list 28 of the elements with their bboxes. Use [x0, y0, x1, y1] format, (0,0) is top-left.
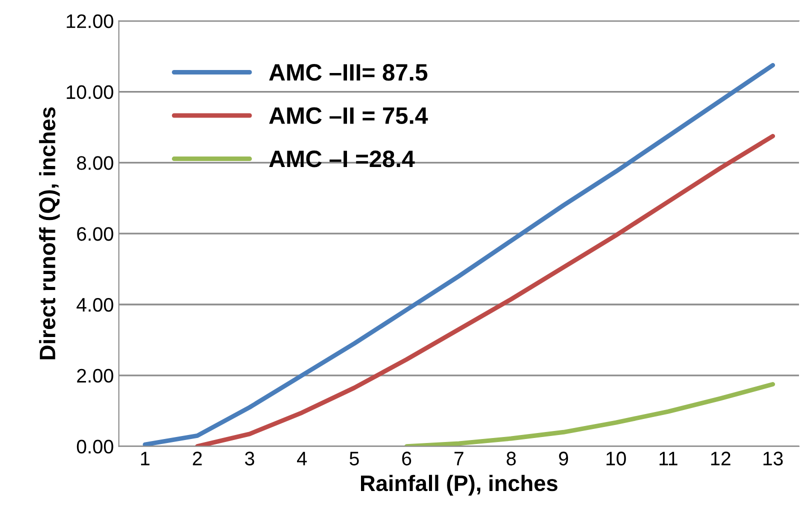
y-tick-label: 0.00	[76, 440, 114, 454]
x-tick-label: 13	[763, 452, 783, 466]
line-series	[195, 134, 776, 446]
x-tick-label: 4	[297, 452, 307, 466]
legend-label: AMC –I =28.4	[269, 150, 415, 168]
y-tick-label: 12.00	[66, 14, 114, 28]
line-series	[404, 382, 776, 446]
line-series	[142, 62, 776, 446]
x-tick-label: 2	[192, 452, 202, 466]
y-tick-label: 10.00	[66, 85, 114, 100]
x-tick-label: 5	[350, 452, 359, 466]
y-axis-title: Direct runoff (Q), inches	[39, 107, 60, 360]
x-tick-label: 6	[402, 452, 412, 466]
x-tick-label: 9	[559, 452, 568, 466]
legend-label: AMC –II = 75.4	[269, 107, 428, 124]
y-tick-label: 4.00	[76, 298, 114, 312]
y-tick-label: 8.00	[76, 156, 114, 170]
x-tick-label: 1	[141, 452, 150, 466]
x-tick-label: 8	[506, 452, 516, 466]
x-tick-label: 10	[606, 452, 626, 466]
legend-label: AMC –III= 87.5	[269, 64, 428, 81]
y-tick-label: 2.00	[77, 368, 114, 383]
x-tick-label: 12	[711, 452, 730, 466]
x-tick-label: 7	[454, 452, 464, 466]
x-tick-label: 3	[244, 452, 254, 466]
y-tick-label: 6.00	[77, 227, 114, 241]
x-tick-label: 11	[660, 452, 678, 466]
x-axis-title: Rainfall (P), inches	[361, 474, 558, 496]
